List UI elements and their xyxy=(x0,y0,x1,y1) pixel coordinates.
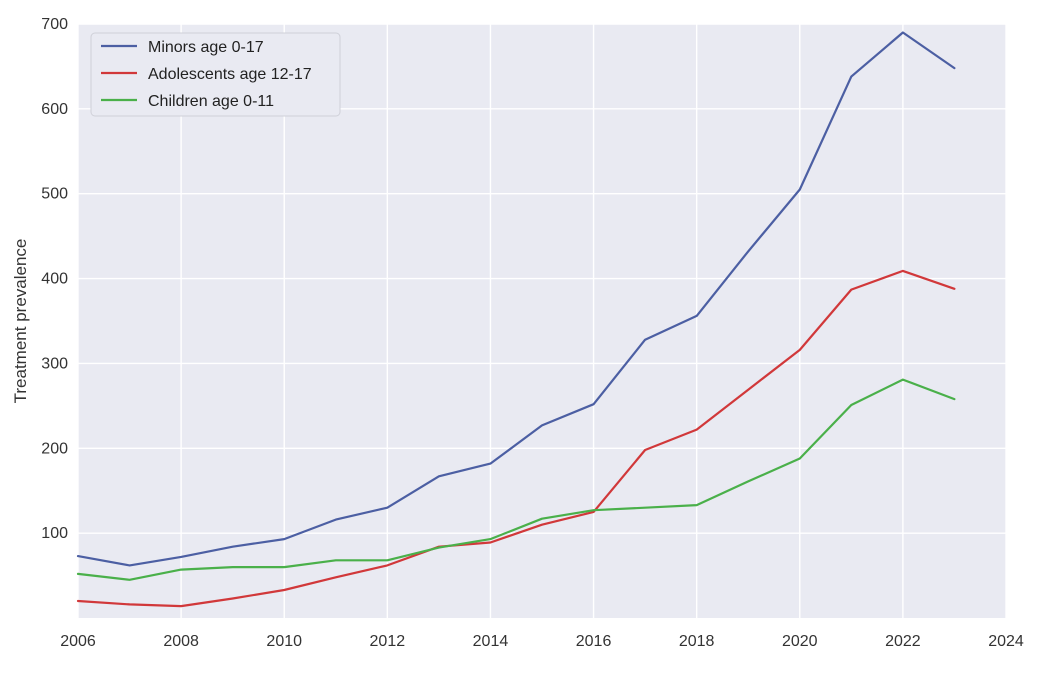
legend-label-2: Children age 0-11 xyxy=(148,93,274,110)
x-tick-label: 2008 xyxy=(163,633,199,650)
y-tick-label: 500 xyxy=(41,186,68,203)
x-tick-label: 2006 xyxy=(60,633,96,650)
legend-label-0: Minors age 0-17 xyxy=(148,39,264,56)
y-tick-label: 700 xyxy=(41,16,68,33)
y-tick-label: 600 xyxy=(41,101,68,118)
x-tick-label: 2014 xyxy=(473,633,509,650)
series-line-2 xyxy=(76,378,956,581)
x-tick-label: 2018 xyxy=(679,633,715,650)
legend-label-1: Adolescents age 12-17 xyxy=(148,66,312,83)
y-axis-label: Treatment prevalence xyxy=(11,239,30,404)
x-tick-label: 2024 xyxy=(988,633,1024,650)
x-tick-label: 2022 xyxy=(885,633,921,650)
legend: Minors age 0-17 Adolescents age 12-17 Chil… xyxy=(90,32,341,117)
x-tick-label: 2016 xyxy=(576,633,612,650)
x-tick-label: 2010 xyxy=(266,633,302,650)
x-tick-label: 2012 xyxy=(370,633,406,650)
y-tick-label: 300 xyxy=(41,355,68,372)
series-line-1 xyxy=(76,269,956,608)
y-axis-ticks: 100 200 300 400 500 600 700 xyxy=(41,16,68,542)
x-axis-ticks: 2006 2008 2010 2012 2014 2016 2018 2020 2022 2024 xyxy=(60,633,1024,650)
x-tick-label: 2020 xyxy=(782,633,818,650)
legend-box xyxy=(90,32,341,117)
y-tick-label: 400 xyxy=(41,271,68,288)
y-tick-label: 100 xyxy=(41,525,68,542)
y-tick-label: 200 xyxy=(41,440,68,457)
series-layer xyxy=(76,31,956,608)
series-line-0 xyxy=(76,31,956,567)
